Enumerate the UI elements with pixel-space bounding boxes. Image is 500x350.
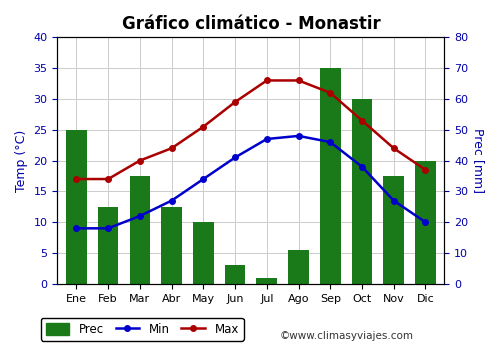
Bar [130,176,150,284]
Y-axis label: Temp (°C): Temp (°C) [15,130,28,192]
Y-axis label: Prec [mm]: Prec [mm] [472,128,485,193]
Legend: Prec, Min, Max: Prec, Min, Max [41,318,243,341]
Bar [320,68,340,284]
Bar [384,176,404,284]
Bar [66,130,87,284]
Bar [288,250,309,284]
Bar [98,207,118,284]
Bar [193,222,214,284]
Bar [415,161,436,284]
Bar [162,207,182,284]
Bar [256,278,277,284]
Title: Gráfico climático - Monastir: Gráfico climático - Monastir [122,15,380,33]
Bar [352,99,372,284]
Text: ©www.climasyviajes.com: ©www.climasyviajes.com [280,331,414,341]
Bar [225,265,246,284]
